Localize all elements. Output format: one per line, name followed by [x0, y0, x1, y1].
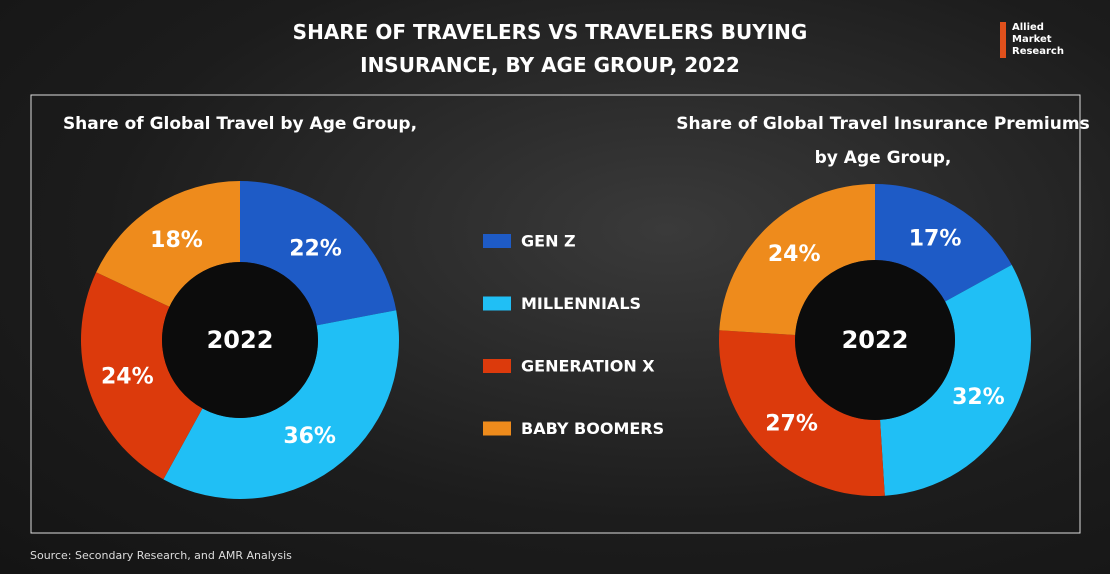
- center-label: 2022: [842, 326, 909, 354]
- chart-title: Share of Global Travel Insurance Premium…: [676, 114, 1089, 168]
- donut-hole: [162, 262, 318, 418]
- center-label: 2022: [207, 326, 274, 354]
- title: SHARE OF TRAVELERS VS TRAVELERS BUYING I…: [292, 20, 808, 77]
- chart-title: Share of Global Travel by Age Group,: [63, 114, 417, 134]
- logo-text: Allied: [1012, 22, 1044, 33]
- legend-swatch: [483, 234, 511, 248]
- logo: Allied Market Research: [1000, 22, 1064, 58]
- donut-slice: [719, 184, 875, 335]
- donut-slice: [240, 181, 397, 326]
- donut-slice: [719, 330, 885, 496]
- legend-swatch: [483, 296, 511, 311]
- value-label: 22%: [289, 237, 342, 262]
- value-label: 32%: [952, 385, 1005, 410]
- donut-slice: [880, 264, 1031, 496]
- logo-text: Market: [1012, 34, 1052, 45]
- donut-slice: [875, 184, 1012, 302]
- value-label: 24%: [768, 242, 821, 267]
- legend-label: BABY BOOMERS: [521, 419, 664, 438]
- legend-label: MILLENNIALS: [521, 294, 641, 313]
- donut-slice: [81, 272, 203, 480]
- value-label: 18%: [150, 228, 203, 253]
- value-label: 36%: [283, 424, 336, 449]
- value-label: 24%: [101, 365, 154, 390]
- legend-swatch: [483, 359, 511, 373]
- legend-label: GEN Z: [521, 232, 576, 251]
- source: Source: Secondary Research, and AMR Anal…: [30, 549, 292, 562]
- value-label: 27%: [765, 411, 818, 436]
- donut-hole: [795, 260, 955, 420]
- legend-swatch: [483, 421, 511, 436]
- donut-slice: [163, 310, 400, 499]
- frame: [30, 94, 1081, 534]
- donut-slice: [96, 181, 240, 307]
- legend-label: GENERATION X: [521, 357, 655, 376]
- value-label: 17%: [909, 226, 962, 251]
- logo-text: Research: [1012, 46, 1064, 57]
